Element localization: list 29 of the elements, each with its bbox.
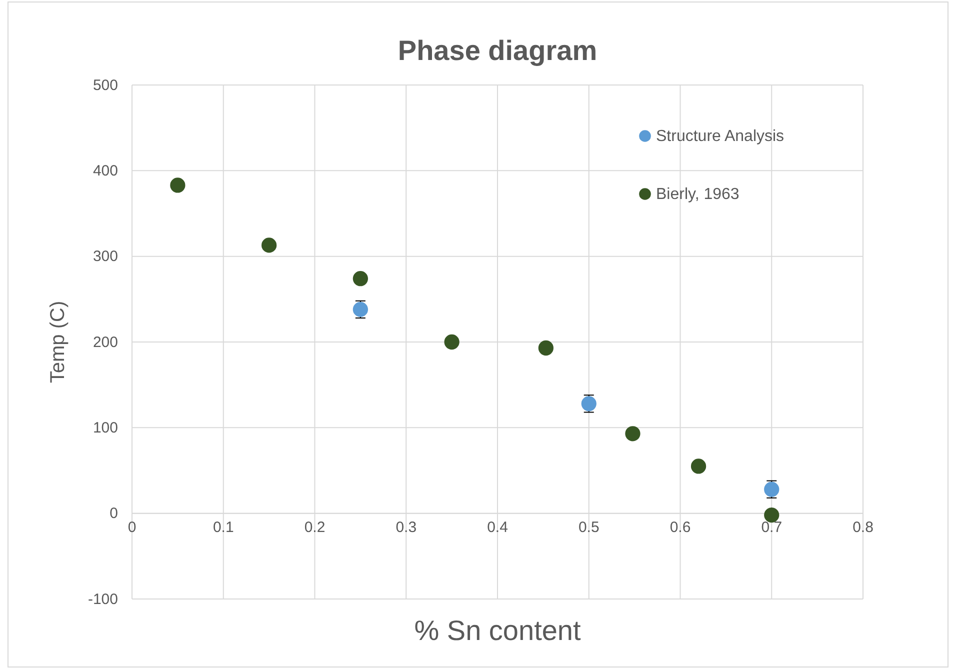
y-tick-label: 0 <box>110 505 118 522</box>
point <box>764 507 780 523</box>
point <box>538 340 554 356</box>
y-tick-label: 500 <box>92 76 118 94</box>
x-tick-label: 0.4 <box>487 518 508 536</box>
point <box>170 178 186 193</box>
y-tick-label: 300 <box>92 248 118 266</box>
legend-label: Bierly, 1963 <box>656 186 740 203</box>
y-tick-label: -100 <box>88 590 118 608</box>
x-tick-label: 0.7 <box>761 518 782 536</box>
chart-title: Phase diagram <box>398 35 598 66</box>
point <box>352 271 368 286</box>
x-tick-label: 0.3 <box>396 518 417 536</box>
x-tick-label: 0.5 <box>578 518 600 536</box>
y-axis-title: Temp (C) <box>47 300 69 384</box>
x-axis-title: % Sn content <box>414 615 581 646</box>
x-tick-label: 0.6 <box>670 518 691 536</box>
y-tick-label: 200 <box>92 334 118 351</box>
x-tick-label: 0.2 <box>304 518 326 536</box>
point <box>444 334 460 350</box>
point <box>261 238 277 253</box>
y-tick-label: 400 <box>92 162 118 180</box>
x-tick-label: 0.8 <box>852 518 874 536</box>
y-tick-label: 100 <box>92 419 118 436</box>
legend-label: Structure Analysis <box>656 128 784 145</box>
point <box>625 426 640 442</box>
x-tick-label: 0 <box>128 518 136 536</box>
point <box>690 458 706 474</box>
x-tick-label: 0.1 <box>212 518 234 536</box>
